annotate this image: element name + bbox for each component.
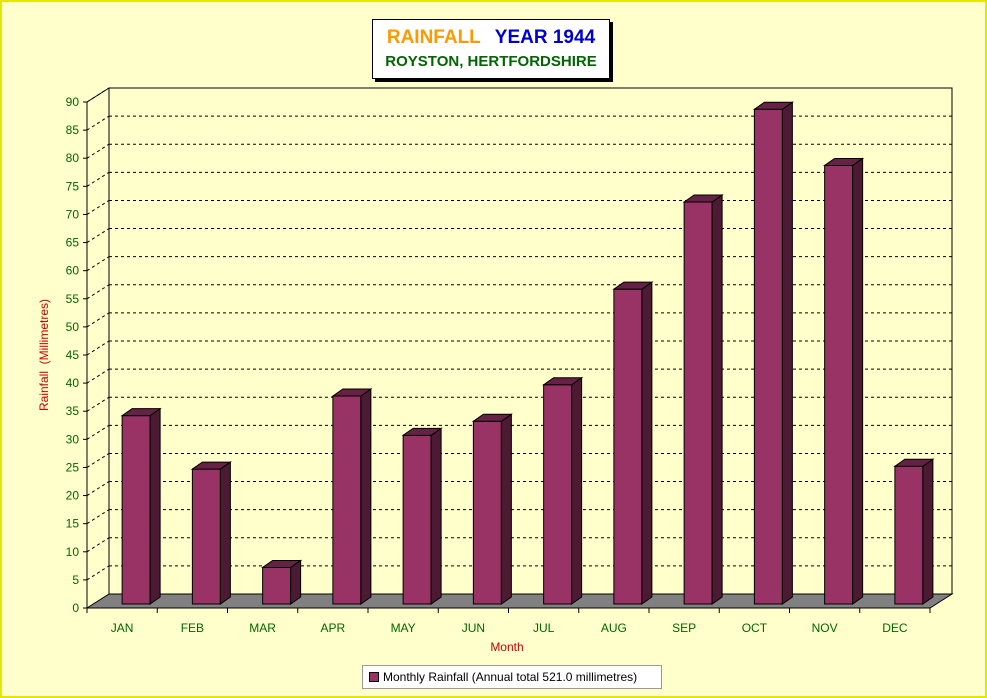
x-tick-label-oct: OCT: [742, 621, 768, 635]
x-tick-label-sep: SEP: [672, 621, 696, 635]
y-tick-label: 30: [66, 432, 80, 446]
gridline-diagonal: [86, 228, 110, 243]
gridline-diagonal: [86, 481, 110, 496]
gridline-diagonal: [86, 200, 110, 215]
bar-top-jun: [471, 413, 513, 422]
gridline-diagonal: [86, 509, 110, 525]
bar-may: [402, 434, 432, 605]
bar-jul: [543, 384, 573, 605]
gridline-diagonal: [86, 396, 110, 412]
y-tick-label: 60: [66, 264, 80, 278]
x-axis-title: Month: [490, 640, 523, 654]
x-tick-label-jun: JUN: [462, 621, 485, 635]
chart-subtitle: ROYSTON, HERTFORDSHIRE: [385, 53, 597, 70]
y-tick-label: 50: [66, 320, 80, 334]
bar-side-jun: [500, 413, 512, 605]
y-tick-label: 75: [66, 179, 80, 193]
bar-top-feb: [190, 461, 232, 470]
bar-top-nov: [823, 157, 865, 166]
bar-side-sep: [711, 194, 723, 605]
gridline-diagonal: [86, 368, 110, 384]
legend-swatch: [369, 672, 379, 682]
gridline-diagonal: [86, 565, 110, 581]
gridline-diagonal: [86, 340, 110, 356]
bar-dec: [894, 465, 924, 605]
gridline-diagonal: [86, 453, 110, 468]
gridline-diagonal: [86, 143, 110, 159]
bar-side-aug: [641, 281, 653, 605]
bar-side-jul: [571, 376, 583, 605]
gridline-diagonal: [86, 312, 110, 328]
y-tick-label: 5: [72, 573, 79, 587]
x-tick-label-aug: AUG: [601, 621, 627, 635]
y-tick-label: 70: [66, 207, 80, 221]
bar-side-apr: [360, 388, 372, 605]
y-tick-label: 90: [66, 95, 80, 109]
x-tick-label-jul: JUL: [533, 621, 555, 635]
bar-top-jul: [542, 377, 584, 386]
x-tick-label-apr: APR: [321, 621, 346, 635]
x-tick-label-dec: DEC: [882, 621, 908, 635]
y-tick-label: 55: [66, 292, 80, 306]
chart-title-box: RAINFALL YEAR 1944 ROYSTON, HERTFORDSHIRE: [372, 19, 610, 79]
gridline-diagonal: [86, 256, 110, 272]
gridlines: [85, 87, 954, 609]
y-tick-label: 0: [72, 601, 79, 615]
y-tick-label: 65: [66, 236, 80, 250]
bar-side-feb: [219, 461, 231, 605]
gridline-diagonal: [86, 87, 110, 103]
bar-top-may: [401, 427, 443, 436]
chart-title-main: RAINFALL: [386, 27, 481, 48]
bar-top-oct: [752, 101, 794, 110]
bars: [120, 101, 935, 605]
bar-top-sep: [682, 194, 724, 203]
legend-label: Monthly Rainfall (Annual total 521.0 mil…: [383, 670, 638, 684]
y-tick-label: 35: [66, 404, 80, 418]
bar-jun: [472, 420, 502, 605]
x-tick-label-feb: FEB: [181, 621, 204, 635]
bar-side-jan: [149, 407, 161, 605]
chart-title: RAINFALL YEAR 1944: [373, 27, 609, 49]
y-tick-label: 80: [66, 151, 80, 165]
x-tick-label-nov: NOV: [812, 621, 838, 635]
y-tick-label: 10: [66, 545, 80, 559]
y-tick-label: 45: [66, 348, 80, 362]
bar-feb: [191, 468, 221, 605]
bar-top-aug: [612, 281, 654, 290]
chart-title-year: YEAR 1944: [494, 27, 596, 48]
x-tick-label-may: MAY: [391, 621, 416, 635]
gridline-diagonal: [86, 115, 110, 131]
y-tick-label: 40: [66, 376, 80, 390]
bar-side-nov: [852, 157, 864, 605]
bar-side-oct: [781, 101, 793, 605]
bar-top-jan: [120, 408, 162, 417]
x-tick-label-jan: JAN: [111, 621, 134, 635]
gridline-diagonal: [86, 284, 110, 300]
bar-top-dec: [893, 458, 935, 467]
axes: [83, 101, 931, 613]
y-tick-label: 15: [66, 517, 80, 531]
bar-side-may: [430, 427, 442, 605]
y-tick-label: 85: [66, 123, 80, 137]
legend: Monthly Rainfall (Annual total 521.0 mil…: [362, 665, 662, 689]
bar-top-mar: [261, 559, 303, 568]
bar-top-apr: [331, 388, 373, 397]
bar-oct: [753, 108, 783, 605]
bar-sep: [683, 201, 713, 605]
gridline-diagonal: [86, 537, 110, 553]
bar-aug: [613, 288, 643, 605]
y-tick-label: 25: [66, 460, 80, 474]
bar-mar: [262, 566, 292, 605]
gridline-diagonal: [86, 171, 110, 187]
bar-apr: [332, 395, 362, 605]
bar-side-dec: [922, 458, 934, 605]
tick-labels: 0 5 10 15 20 25 30 35 40 45 50 55 60 65 70 75 80 85 90 JAN F…: [66, 95, 908, 635]
gridline-diagonal: [86, 424, 110, 440]
bar-nov: [824, 164, 854, 605]
y-tick-label: 20: [66, 489, 80, 503]
x-tick-label-mar: MAR: [249, 621, 276, 635]
bar-jan: [121, 415, 151, 605]
y-axis-title: Rainfall (Millimetres): [37, 299, 51, 411]
